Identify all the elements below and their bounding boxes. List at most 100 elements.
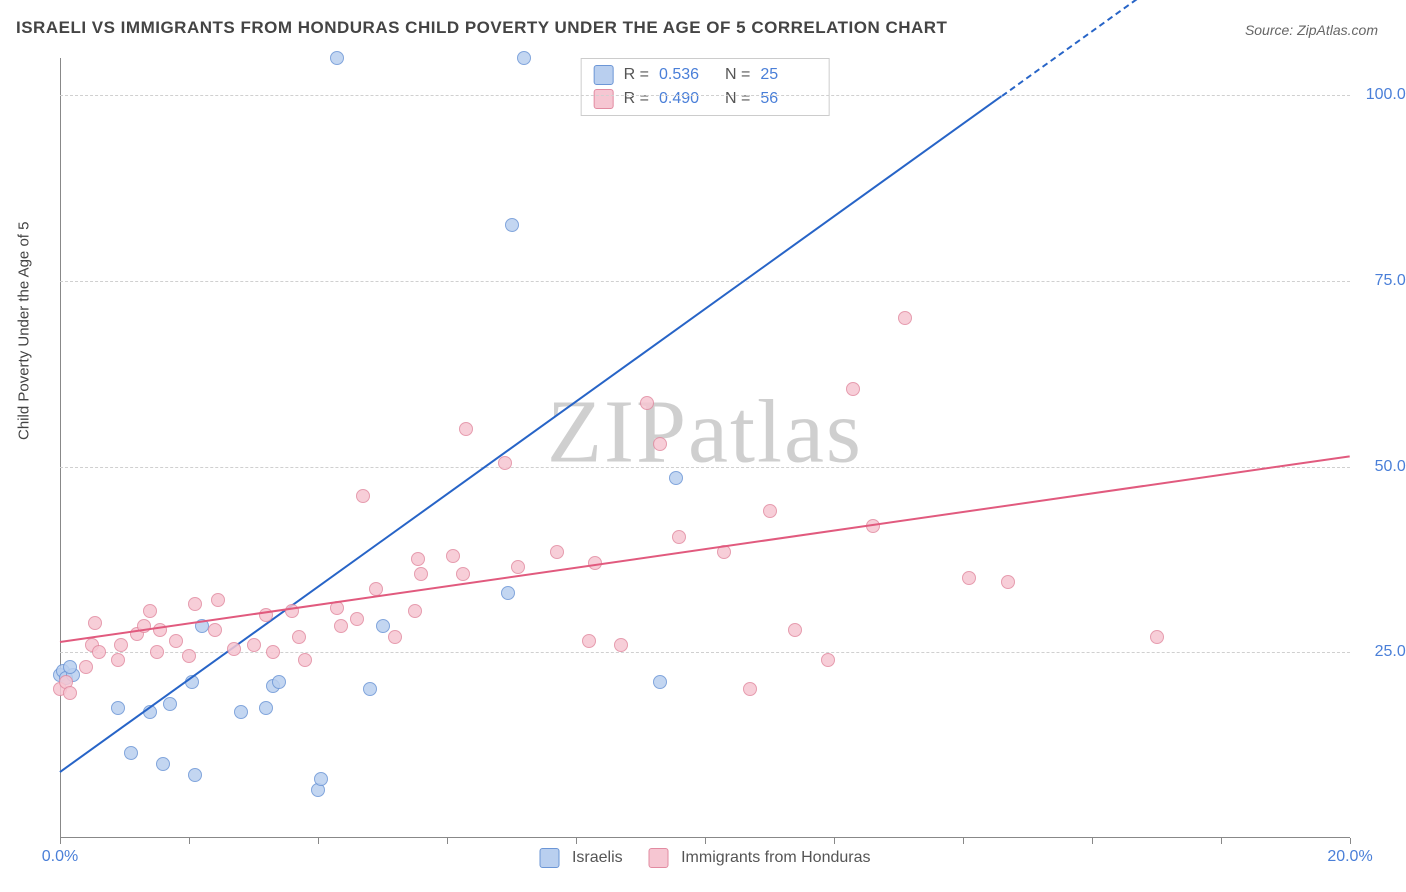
scatter-point <box>653 675 667 689</box>
scatter-point <box>653 437 667 451</box>
scatter-point <box>330 51 344 65</box>
scatter-point <box>111 653 125 667</box>
scatter-point <box>672 530 686 544</box>
scatter-point <box>79 660 93 674</box>
x-tick <box>705 838 706 844</box>
scatter-point <box>411 552 425 566</box>
legend-item-honduras: Immigrants from Honduras <box>649 848 871 868</box>
scatter-point <box>763 504 777 518</box>
scatter-point <box>550 545 564 559</box>
scatter-point <box>163 697 177 711</box>
x-tick <box>60 838 61 844</box>
scatter-point <box>363 682 377 696</box>
y-axis-label: Child Poverty Under the Age of 5 <box>16 222 33 440</box>
scatter-point <box>414 567 428 581</box>
scatter-point <box>247 638 261 652</box>
scatter-point <box>188 768 202 782</box>
scatter-point <box>505 218 519 232</box>
legend-n-value: 56 <box>760 90 816 108</box>
legend-n-label: N = <box>725 90 750 108</box>
scatter-point <box>614 638 628 652</box>
swatch-honduras <box>649 848 669 868</box>
legend-n-value: 25 <box>760 66 816 84</box>
scatter-point <box>227 642 241 656</box>
scatter-point <box>408 604 422 618</box>
scatter-point <box>821 653 835 667</box>
grid-line <box>60 95 1350 96</box>
legend-r-value: 0.536 <box>659 66 715 84</box>
legend-item-israelis: Israelis <box>540 848 623 868</box>
scatter-point <box>388 630 402 644</box>
legend-row-israelis: R = 0.536 N = 25 <box>594 63 817 87</box>
scatter-point <box>350 612 364 626</box>
y-axis-line <box>60 58 61 838</box>
swatch-israelis <box>594 65 614 85</box>
scatter-point <box>456 567 470 581</box>
legend-label: Israelis <box>572 849 623 866</box>
scatter-point <box>188 597 202 611</box>
swatch-honduras <box>594 89 614 109</box>
scatter-point <box>156 757 170 771</box>
scatter-point <box>501 586 515 600</box>
scatter-point <box>272 675 286 689</box>
scatter-point <box>459 422 473 436</box>
scatter-point <box>182 649 196 663</box>
scatter-point <box>143 604 157 618</box>
source-attribution: Source: ZipAtlas.com <box>1245 22 1378 38</box>
y-tick-label: 25.0% <box>1375 643 1406 661</box>
legend-r-label: R = <box>624 66 649 84</box>
x-tick <box>1350 838 1351 844</box>
y-tick-label: 50.0% <box>1375 458 1406 476</box>
grid-line <box>60 652 1350 653</box>
legend-r-label: R = <box>624 90 649 108</box>
scatter-point <box>150 645 164 659</box>
scatter-point <box>88 616 102 630</box>
scatter-point <box>376 619 390 633</box>
scatter-point <box>63 660 77 674</box>
scatter-point <box>582 634 596 648</box>
scatter-point <box>208 623 222 637</box>
x-tick <box>963 838 964 844</box>
scatter-point <box>211 593 225 607</box>
grid-line <box>60 467 1350 468</box>
swatch-israelis <box>540 848 560 868</box>
scatter-point <box>1150 630 1164 644</box>
legend-r-value: 0.490 <box>659 90 715 108</box>
x-tick <box>834 838 835 844</box>
grid-line <box>60 281 1350 282</box>
scatter-point <box>334 619 348 633</box>
scatter-point <box>92 645 106 659</box>
x-tick-label: 20.0% <box>1327 848 1372 866</box>
series-legend: Israelis Immigrants from Honduras <box>540 848 871 868</box>
trend-line-dashed <box>1001 0 1196 97</box>
scatter-point <box>266 645 280 659</box>
legend-row-honduras: R = 0.490 N = 56 <box>594 87 817 111</box>
x-tick <box>1221 838 1222 844</box>
correlation-legend: R = 0.536 N = 25 R = 0.490 N = 56 <box>581 58 830 116</box>
scatter-point <box>114 638 128 652</box>
legend-label: Immigrants from Honduras <box>681 849 870 866</box>
scatter-point <box>1001 575 1015 589</box>
scatter-point <box>517 51 531 65</box>
scatter-point <box>169 634 183 648</box>
scatter-point <box>669 471 683 485</box>
scatter-point <box>498 456 512 470</box>
scatter-point <box>898 311 912 325</box>
watermark: ZIPatlas <box>547 381 863 484</box>
scatter-point <box>111 701 125 715</box>
legend-n-label: N = <box>725 66 750 84</box>
scatter-point <box>788 623 802 637</box>
chart-title: ISRAELI VS IMMIGRANTS FROM HONDURAS CHIL… <box>16 18 947 38</box>
scatter-point <box>640 396 654 410</box>
scatter-point <box>259 701 273 715</box>
y-tick-label: 75.0% <box>1375 272 1406 290</box>
scatter-point <box>314 772 328 786</box>
x-tick <box>318 838 319 844</box>
scatter-point <box>292 630 306 644</box>
scatter-point <box>234 705 248 719</box>
trend-line <box>59 95 1002 773</box>
y-tick-label: 100.0% <box>1366 86 1406 104</box>
scatter-point <box>962 571 976 585</box>
scatter-point <box>124 746 138 760</box>
scatter-point <box>298 653 312 667</box>
